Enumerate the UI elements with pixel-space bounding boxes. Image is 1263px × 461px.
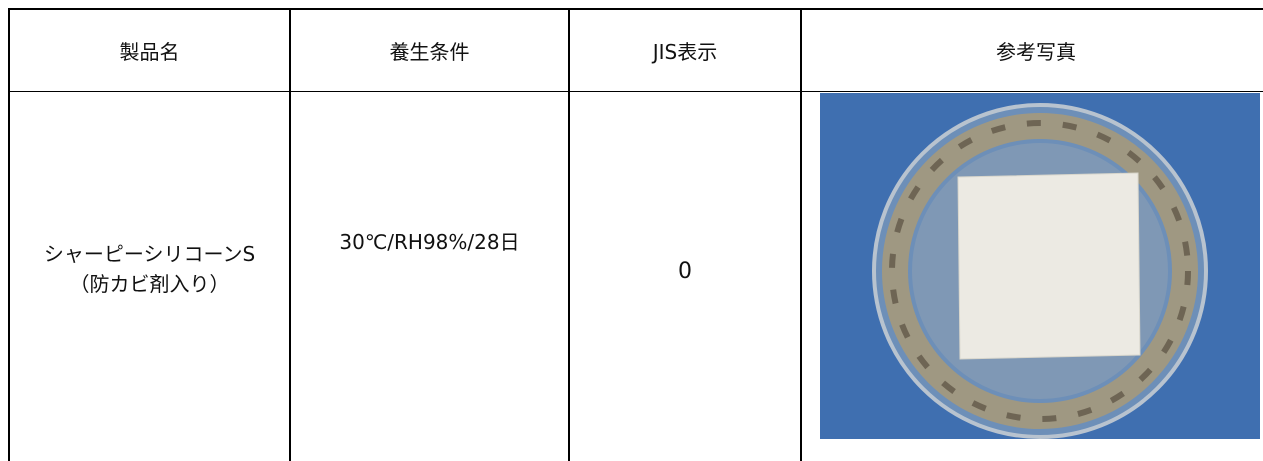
jis-value: 0 xyxy=(678,258,692,284)
sample xyxy=(957,172,1141,360)
text-line: シャーピーシリコーンS xyxy=(43,242,256,266)
photo xyxy=(820,93,1260,439)
header-text: 製品名 xyxy=(119,40,180,64)
jis-cell: 0 xyxy=(568,91,800,461)
header-cell: 養生条件 xyxy=(289,8,568,92)
header-text: 参考写真 xyxy=(996,40,1076,64)
header-text: 養生条件 xyxy=(389,40,470,64)
product-cell: シャーピーシリコーンS （防カビ剤入り） xyxy=(8,91,289,461)
header-cell: 製品名 xyxy=(8,8,289,92)
header-text: JIS表示 xyxy=(652,40,718,64)
photo-cell xyxy=(800,91,1263,461)
text-line: （防カビ剤入り） xyxy=(69,272,230,296)
mold-spots xyxy=(889,120,1191,422)
header-cell: JIS表示 xyxy=(568,8,800,92)
header-cell: 参考写真 xyxy=(800,8,1263,92)
condition-text: 30℃/RH98%/28日 xyxy=(339,230,520,254)
condition-cell: 30℃/RH98%/28日 xyxy=(289,91,568,461)
product-name: シャーピーシリコーンS （防カビ剤入り） xyxy=(44,239,255,299)
